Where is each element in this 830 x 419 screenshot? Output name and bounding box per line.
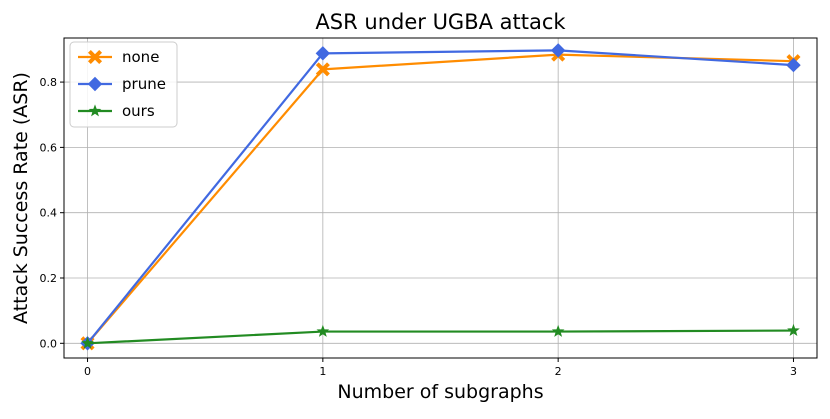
data-point-ours — [551, 324, 565, 337]
series-line-ours — [87, 329, 794, 345]
grid-lines — [64, 38, 817, 358]
y-tick-label: 0.8 — [40, 76, 58, 89]
x-tick-label: 1 — [319, 365, 326, 378]
data-point-ours — [316, 324, 330, 337]
x-tick-label: 3 — [790, 365, 797, 378]
legend-box — [69, 41, 178, 128]
x-axis-title: Number of subgraphs — [337, 381, 543, 403]
y-tick-label: 0.2 — [40, 272, 58, 285]
legend-item-none: none — [78, 48, 159, 66]
legend-label: ours — [122, 102, 155, 120]
x-tick-label: 0 — [84, 365, 91, 378]
data-point-none — [315, 62, 330, 77]
legend: none prune ours — [69, 41, 178, 128]
data-point-ours — [81, 336, 94, 349]
legend-label: none — [122, 48, 159, 66]
series-ours — [81, 323, 800, 349]
series-line-prune — [86, 49, 794, 345]
legend-item-prune: prune — [78, 75, 166, 93]
series-line-none — [86, 53, 794, 345]
series-none — [80, 47, 801, 351]
series-prune — [80, 43, 801, 351]
data-point-prune — [315, 46, 331, 61]
legend-marker — [87, 76, 103, 92]
data-point-ours — [787, 323, 800, 336]
data-point-prune — [786, 57, 801, 73]
legend-marker — [87, 49, 103, 65]
legend-marker — [88, 104, 102, 117]
y-tick-label: 0.6 — [40, 141, 58, 154]
y-tick-label: 0.4 — [40, 207, 58, 220]
y-tick-label: 0.0 — [40, 337, 58, 350]
plot-frame — [63, 37, 818, 359]
legend-item-ours: ours — [78, 102, 155, 120]
data-point-prune — [550, 43, 566, 58]
x-tick-label: 2 — [555, 365, 562, 378]
chart-title: ASR under UGBA attack — [315, 10, 566, 34]
legend-label: prune — [122, 75, 166, 93]
series-layer — [80, 43, 801, 351]
y-axis-title: Attack Success Rate (ASR) — [10, 72, 32, 324]
axes: 0 1 2 3 0.0 0.2 0.4 0.6 0.8 — [40, 76, 797, 378]
